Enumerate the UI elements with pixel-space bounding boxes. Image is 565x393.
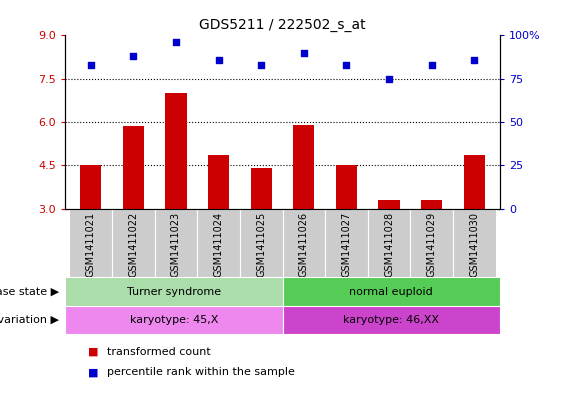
Text: disease state ▶: disease state ▶ [0,286,59,297]
Text: transformed count: transformed count [107,347,211,357]
Text: normal euploid: normal euploid [349,286,433,297]
Point [470,57,479,63]
Text: genotype/variation ▶: genotype/variation ▶ [0,315,59,325]
Point [171,39,180,46]
Text: GSM1411022: GSM1411022 [128,212,138,277]
Text: Turner syndrome: Turner syndrome [127,286,221,297]
Bar [282,209,325,277]
Text: ■: ■ [88,367,98,377]
Bar [80,165,101,209]
Bar [69,209,112,277]
Bar [112,209,155,277]
Bar [282,277,500,306]
Bar [165,93,186,209]
Point [299,50,308,56]
Text: ■: ■ [88,347,98,357]
Text: karyotype: 46,XX: karyotype: 46,XX [344,315,439,325]
Bar [65,306,282,334]
Point [257,62,266,68]
Point [129,53,138,59]
Bar [208,155,229,209]
Text: GSM1411029: GSM1411029 [427,212,437,277]
Point [86,62,95,68]
Bar [250,168,272,209]
Text: GSM1411027: GSM1411027 [341,212,351,277]
Text: GSM1411028: GSM1411028 [384,212,394,277]
Point [214,57,223,63]
Bar [325,209,368,277]
Text: GSM1411025: GSM1411025 [256,212,266,277]
Bar [453,209,496,277]
Bar [410,209,453,277]
Bar [123,127,144,209]
Bar [155,209,197,277]
Bar [421,200,442,209]
Text: GSM1411021: GSM1411021 [85,212,95,277]
Bar [240,209,282,277]
Point [427,62,436,68]
Bar [368,209,410,277]
Text: GSM1411030: GSM1411030 [470,212,480,277]
Text: percentile rank within the sample: percentile rank within the sample [107,367,295,377]
Title: GDS5211 / 222502_s_at: GDS5211 / 222502_s_at [199,18,366,31]
Bar [282,306,500,334]
Text: GSM1411026: GSM1411026 [299,212,309,277]
Bar [197,209,240,277]
Bar [336,165,357,209]
Bar [464,155,485,209]
Bar [293,125,315,209]
Point [385,75,394,82]
Text: GSM1411023: GSM1411023 [171,212,181,277]
Point [342,62,351,68]
Bar [379,200,400,209]
Text: karyotype: 45,X: karyotype: 45,X [129,315,218,325]
Bar [65,277,282,306]
Text: GSM1411024: GSM1411024 [214,212,224,277]
